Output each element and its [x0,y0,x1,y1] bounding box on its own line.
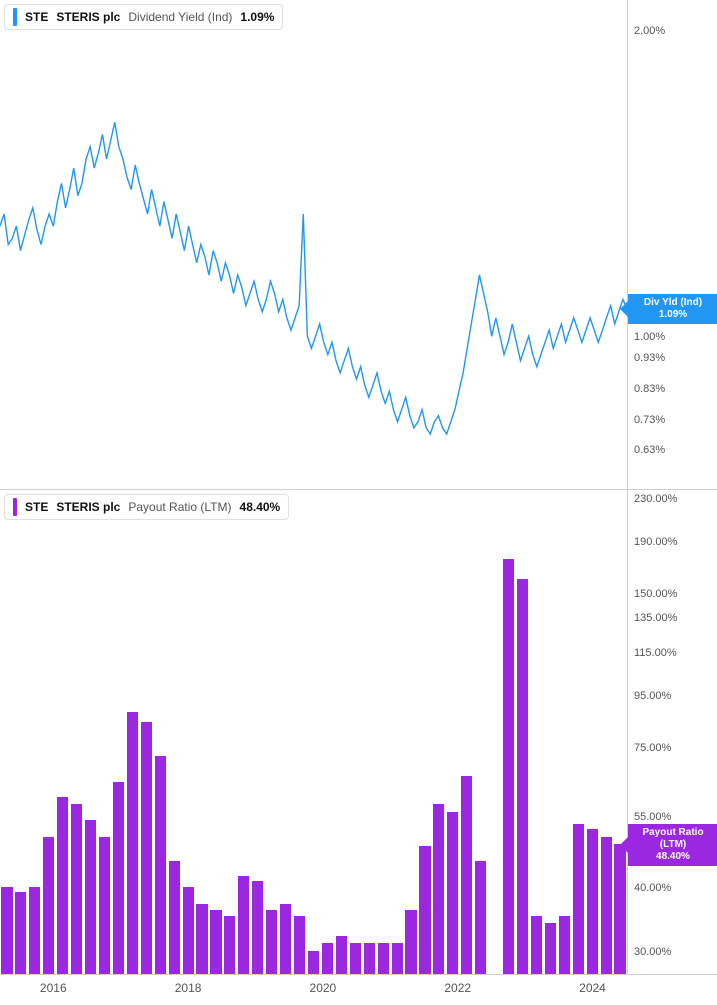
ytick-label: 75.00% [634,742,671,754]
payout-bar [210,910,221,974]
metric-label: Payout Ratio (LTM) [128,500,231,514]
metric-label: Dividend Yield (Ind) [128,10,232,24]
ytick-label: 230.00% [634,493,677,505]
yaxis-top: 2.00% 1.00% 0.93% 0.83% 0.73% 0.63% Div Yld (I… [627,0,717,489]
payout-bar [405,910,416,974]
payout-bar [419,846,430,974]
payout-ratio-panel: STE STERIS plc Payout Ratio (LTM) 48.40%… [0,490,717,975]
payout-bar [378,943,389,974]
xtick-label: 2020 [310,981,337,995]
payout-bar [364,943,375,974]
ytick-label: 1.00% [634,331,665,343]
metric-value: 1.09% [240,10,274,24]
payout-bar [350,943,361,974]
payout-bar [322,943,333,974]
ytick-label: 115.00% [634,647,677,659]
dividend-yield-panel: STE STERIS plc Dividend Yield (Ind) 1.09… [0,0,717,490]
bar-chart-plot[interactable] [0,490,627,974]
payout-bar [601,837,612,974]
ytick-label: 40.00% [634,882,671,894]
ytick-label: 0.83% [634,383,665,395]
payout-bar [587,829,598,974]
payout-bar [113,782,124,974]
payout-bar [238,876,249,974]
ytick-label: 0.73% [634,414,665,426]
legend-accent-bar [13,8,17,26]
ytick-label: 190.00% [634,536,677,548]
payout-bar [280,904,291,974]
ytick-label: 0.93% [634,352,665,364]
payout-bar [71,804,82,974]
ticker-label: STE [25,500,48,514]
payout-bar [29,887,40,974]
ytick-label: 2.00% [634,25,665,37]
metric-value: 48.40% [240,500,281,514]
payout-bar [1,887,12,974]
payout-bar [169,861,180,974]
company-name: STERIS plc [56,500,120,514]
payout-bar [461,776,472,974]
yaxis-bottom: 230.00% 190.00% 150.00% 135.00% 115.00% 95.00… [627,490,717,974]
payout-bar [141,722,152,974]
ytick-label: 55.00% [634,811,671,823]
payout-bar [392,943,403,974]
company-name: STERIS plc [56,10,120,24]
ticker-label: STE [25,10,48,24]
payout-bar [559,916,570,974]
payout-bar [43,837,54,974]
payout-bar [85,820,96,974]
payout-bar [155,756,166,974]
value-flag-top: Div Yld (Ind)1.09% [628,294,717,324]
ytick-label: 135.00% [634,612,677,624]
xtick-label: 2022 [444,981,471,995]
xtick-label: 2024 [579,981,606,995]
payout-bar [517,579,528,974]
legend-top: STE STERIS plc Dividend Yield (Ind) 1.09… [4,4,283,30]
ytick-label: 150.00% [634,588,677,600]
payout-bar [294,916,305,974]
payout-bar [336,936,347,974]
legend-accent-bar [13,498,17,516]
payout-bar [614,844,625,974]
payout-bar [127,712,138,974]
payout-bar [573,824,584,974]
payout-bar [196,904,207,974]
value-flag-bottom: Payout Ratio (LTM)48.40% [628,824,717,866]
payout-bar [503,559,514,974]
payout-bar [447,812,458,974]
payout-bar [183,887,194,974]
payout-bar [15,892,26,974]
xaxis: 2016 2018 2020 2022 2024 [0,975,717,1005]
xtick-label: 2018 [175,981,202,995]
payout-bar [224,916,235,974]
ytick-label: 30.00% [634,946,671,958]
payout-bar [531,916,542,974]
xtick-label: 2016 [40,981,67,995]
payout-bar [475,861,486,974]
ytick-label: 95.00% [634,690,671,702]
dividend-yield-line [0,122,627,434]
payout-bar [99,837,110,974]
payout-bar [266,910,277,974]
payout-bar [252,881,263,974]
payout-bar [308,951,319,974]
payout-bar [57,797,68,974]
legend-bottom: STE STERIS plc Payout Ratio (LTM) 48.40% [4,494,289,520]
line-chart-plot[interactable] [0,0,627,489]
payout-bar [433,804,444,974]
ytick-label: 0.63% [634,444,665,456]
payout-bar [545,923,556,974]
